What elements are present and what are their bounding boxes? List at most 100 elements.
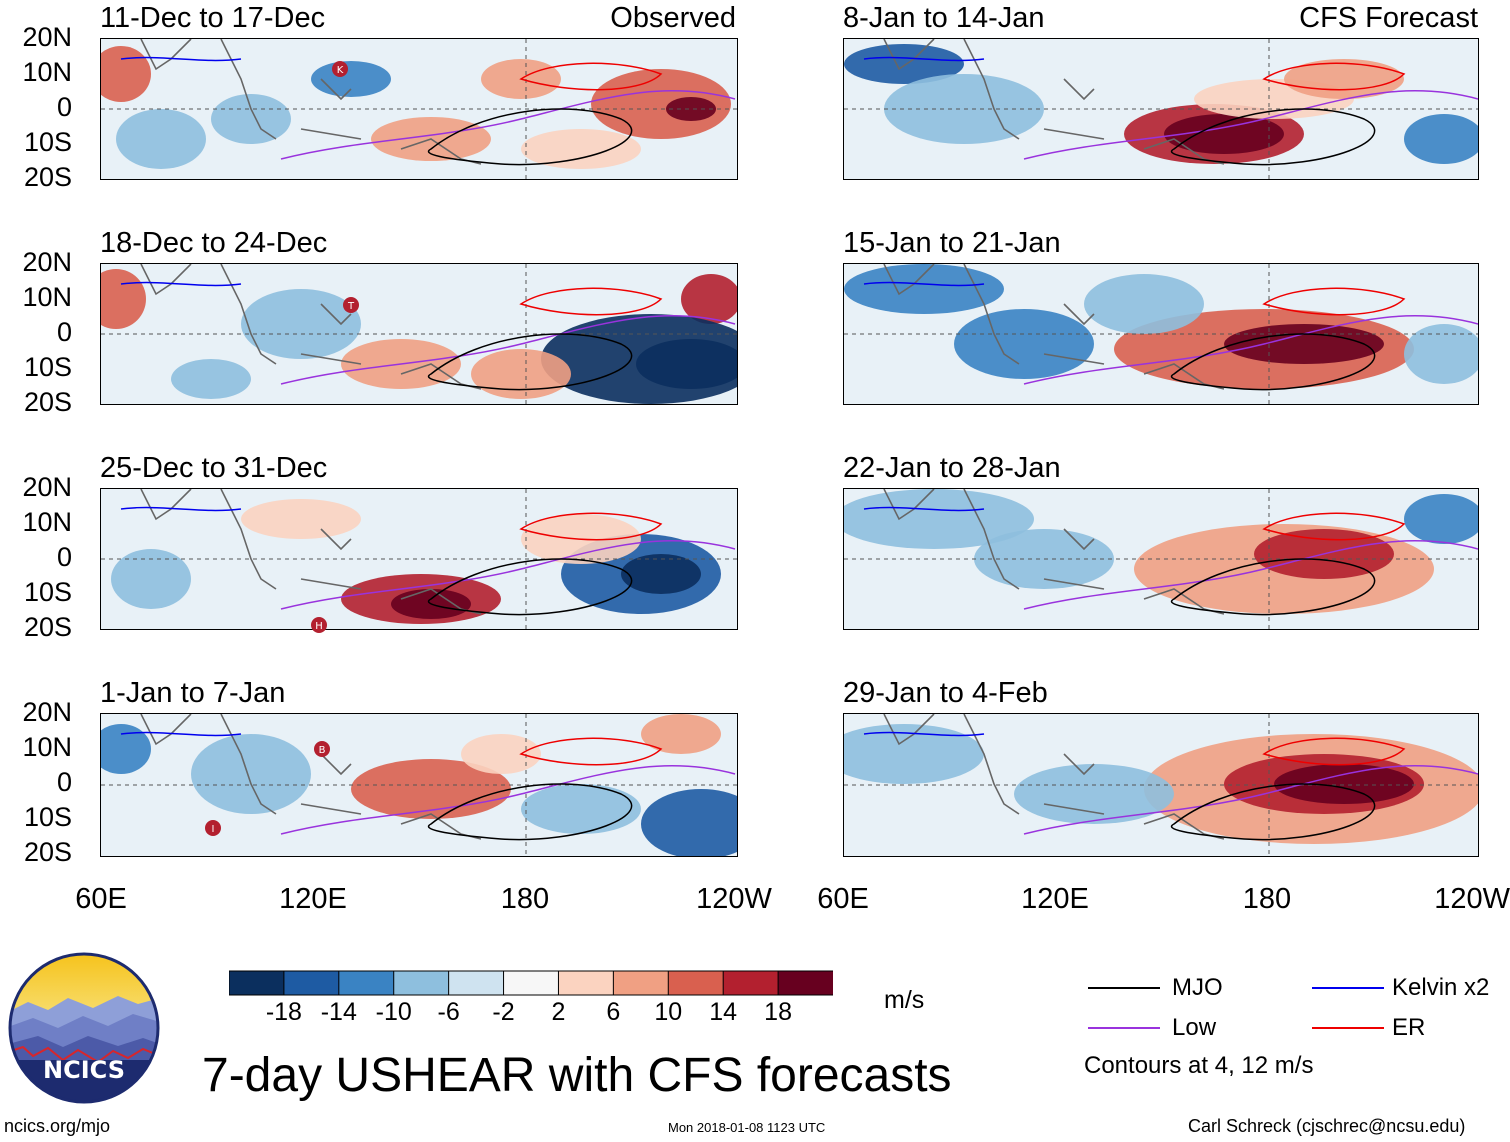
map-panel-fc-3 <box>843 488 1479 630</box>
lat-tick-label: 10N <box>22 507 72 537</box>
lon-tick-label: 120W <box>1434 883 1510 915</box>
panel-title-obs-2: 18-Dec to 24-Dec <box>100 227 328 259</box>
storm-letter: I <box>212 824 215 835</box>
lat-tick-label: 0 <box>56 542 72 572</box>
website-link[interactable]: ncics.org/mjo <box>4 1116 111 1136</box>
panel-title-fc-1: 8-Jan to 14-Jan <box>843 2 1045 34</box>
er-contour <box>1262 737 1406 766</box>
shear-anomaly-region <box>171 359 251 399</box>
shear-anomaly-region <box>211 94 291 144</box>
lat-tick-label: 0 <box>56 767 72 797</box>
wind-shear-field <box>844 489 1478 629</box>
low-contour <box>280 90 736 160</box>
shear-anomaly-region <box>101 724 151 774</box>
kelvin-contour <box>863 506 985 512</box>
lat-tick-label: 0 <box>56 317 72 347</box>
lat-tick-label: 10S <box>23 127 72 157</box>
shear-anomaly-region <box>844 264 1004 314</box>
low-contour <box>1023 765 1478 835</box>
lat-tick-label: 20S <box>23 162 72 192</box>
lat-tick-label: 10N <box>22 732 72 762</box>
lat-tick-label: 0 <box>56 92 72 122</box>
lon-tick-label: 120W <box>696 883 772 915</box>
legend-line-kelvin <box>1312 987 1384 989</box>
shear-anomaly-region <box>116 109 206 169</box>
map-panel-fc-1 <box>843 38 1479 180</box>
colorbar-tick-label: 2 <box>551 998 566 1026</box>
low-contour <box>280 765 736 835</box>
colorbar-tick-label: 18 <box>764 998 792 1026</box>
timestamp: Mon 2018-01-08 1123 UTC <box>668 1120 826 1135</box>
kelvin-contour <box>863 281 985 287</box>
lat-tick-label: 20N <box>22 22 72 52</box>
legend-line-low <box>1088 1027 1160 1029</box>
shear-anomaly-region <box>666 97 716 121</box>
mjo-contour <box>1170 333 1376 391</box>
colorbar-swatch <box>448 970 505 996</box>
wind-shear-field <box>844 39 1478 179</box>
storm-letter: H <box>315 621 323 632</box>
er-contour <box>519 512 663 541</box>
colorbar-tick-label: 14 <box>709 998 738 1026</box>
shear-anomaly-region <box>111 549 191 609</box>
wind-shear-field <box>101 39 737 179</box>
lon-tick-label: 60E <box>75 883 127 915</box>
shear-anomaly-region <box>101 269 146 329</box>
shear-anomaly-region <box>681 274 737 324</box>
lon-tick-label: 60E <box>817 883 869 915</box>
shear-anomaly-region <box>461 734 541 774</box>
panel-title-fc-4: 29-Jan to 4-Feb <box>843 677 1048 709</box>
legend-line-er <box>1312 1027 1384 1029</box>
colorbar-swatch <box>228 970 285 996</box>
er-contour <box>1262 287 1406 316</box>
mjo-contour <box>1170 558 1376 616</box>
low-contour <box>1023 315 1478 385</box>
author-credit: Carl Schreck (cjschrec@ncsu.edu) <box>1188 1116 1466 1136</box>
shear-anomaly-region <box>641 714 721 754</box>
colorbar-swatch <box>338 970 395 996</box>
ncics-logo: NCICS <box>8 952 160 1109</box>
map-panel-obs-1 <box>100 38 738 180</box>
colorbar-tick-label: -10 <box>375 998 412 1026</box>
wind-shear-field <box>101 264 737 404</box>
panel-title-fc-2: 15-Jan to 21-Jan <box>843 227 1061 259</box>
storm-marker: I <box>204 819 222 842</box>
colorbar-tick-label: -2 <box>492 998 515 1026</box>
shear-anomaly-region <box>521 129 641 169</box>
lat-tick-label: 20N <box>22 247 72 277</box>
colorbar-tick-label: -6 <box>437 998 460 1026</box>
coastline <box>140 264 482 390</box>
shear-anomaly-region <box>1404 324 1478 384</box>
map-panel-obs-4 <box>100 713 738 857</box>
contour-note: Contours at 4, 12 m/s <box>1084 1052 1314 1079</box>
lat-tick-label: 20N <box>22 472 72 502</box>
kelvin-contour <box>863 56 985 62</box>
lon-tick-label: 180 <box>500 883 550 915</box>
colorbar-swatch <box>722 970 780 996</box>
shear-anomaly-region <box>311 61 391 97</box>
chart-title: 7-day USHEAR with CFS forecasts <box>202 1049 952 1102</box>
colorbar <box>228 970 835 1001</box>
lat-tick-label: 20S <box>23 837 72 867</box>
storm-marker: T <box>342 296 360 319</box>
storm-letter: B <box>319 745 326 756</box>
map-panel-fc-2 <box>843 263 1479 405</box>
colorbar-tick-label: -14 <box>320 998 357 1026</box>
shear-anomaly-region <box>844 44 964 84</box>
colorbar-swatch <box>557 970 615 996</box>
storm-marker: K <box>331 60 349 83</box>
shear-anomaly-region <box>101 46 151 102</box>
map-panel-obs-3 <box>100 488 738 630</box>
lon-tick-label: 120E <box>279 883 347 915</box>
mjo-contour <box>427 783 633 841</box>
lat-tick-label: 20S <box>23 612 72 642</box>
legend-line-mjo <box>1088 987 1160 989</box>
colorbar-swatch <box>667 970 725 996</box>
shear-anomaly-region <box>844 724 984 784</box>
shear-anomaly-region <box>1164 114 1284 154</box>
kelvin-contour <box>120 506 242 512</box>
low-contour <box>1023 540 1478 610</box>
panel-title-obs-4: 1-Jan to 7-Jan <box>100 677 286 709</box>
legend-label-er: ER <box>1392 1014 1426 1041</box>
coastline <box>883 714 1225 840</box>
